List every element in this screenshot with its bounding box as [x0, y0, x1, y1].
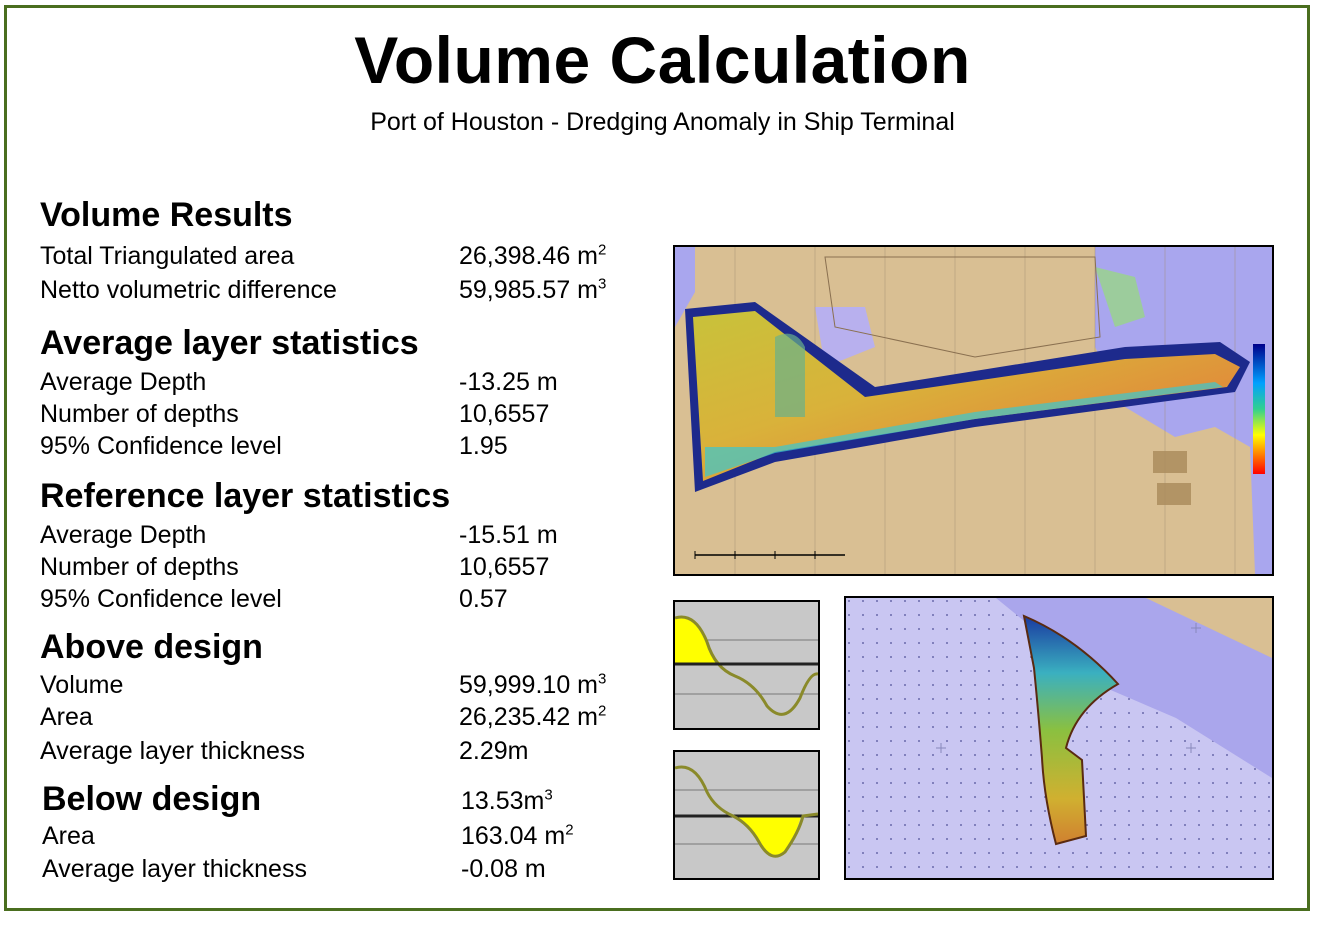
above-thickness-value: 2.29m: [459, 737, 529, 765]
avg-confidence-label: 95% Confidence level: [40, 432, 282, 460]
above-design-heading: Above design: [40, 628, 263, 666]
avg-depth-label: Average Depth: [40, 368, 207, 396]
ref-num-depths-value: 10,6557: [459, 553, 550, 581]
average-layer-heading: Average layer statistics: [40, 324, 419, 362]
below-thickness-label: Average layer thickness: [42, 855, 307, 883]
netto-volume-value: 59,985.57 m3: [459, 275, 607, 304]
above-area-label: Area: [40, 703, 93, 731]
total-area-label: Total Triangulated area: [40, 242, 295, 270]
survey-map-image: [673, 245, 1274, 576]
volume-results-heading: Volume Results: [40, 196, 293, 234]
profile-below-design-image: [673, 750, 820, 880]
page-title: Volume Calculation: [354, 23, 971, 97]
profile-below-svg: [675, 752, 818, 878]
ref-confidence-label: 95% Confidence level: [40, 585, 282, 613]
page-frame: [4, 5, 1310, 911]
above-volume-value: 59,999.10 m3: [459, 670, 607, 699]
avg-confidence-value: 1.95: [459, 432, 508, 460]
below-area-label: Area: [42, 822, 95, 850]
avg-num-depths-label: Number of depths: [40, 400, 239, 428]
above-area-value: 26,235.42 m2: [459, 702, 607, 731]
anomaly-detail-svg: [846, 598, 1272, 878]
avg-num-depths-value: 10,6557: [459, 400, 550, 428]
ref-confidence-value: 0.57: [459, 585, 508, 613]
netto-volume-label: Netto volumetric difference: [40, 276, 337, 304]
below-area-value: 163.04 m2: [461, 821, 574, 850]
above-thickness-label: Average layer thickness: [40, 737, 305, 765]
page-subtitle: Port of Houston - Dredging Anomaly in Sh…: [370, 108, 955, 136]
total-area-value: 26,398.46 m2: [459, 241, 607, 270]
profile-above-design-image: [673, 600, 820, 730]
ref-depth-value: -15.51 m: [459, 521, 558, 549]
below-thickness-value: -0.08 m: [461, 855, 546, 883]
anomaly-detail-image: [844, 596, 1274, 880]
below-design-heading: Below design: [42, 780, 262, 818]
ref-depth-label: Average Depth: [40, 521, 207, 549]
reference-layer-heading: Reference layer statistics: [40, 477, 451, 515]
survey-map-svg: [675, 247, 1272, 574]
above-volume-label: Volume: [40, 671, 124, 699]
avg-depth-value: -13.25 m: [459, 368, 558, 396]
ref-num-depths-label: Number of depths: [40, 553, 239, 581]
below-volume-value: 13.53m3: [461, 786, 553, 815]
profile-above-svg: [675, 602, 818, 728]
